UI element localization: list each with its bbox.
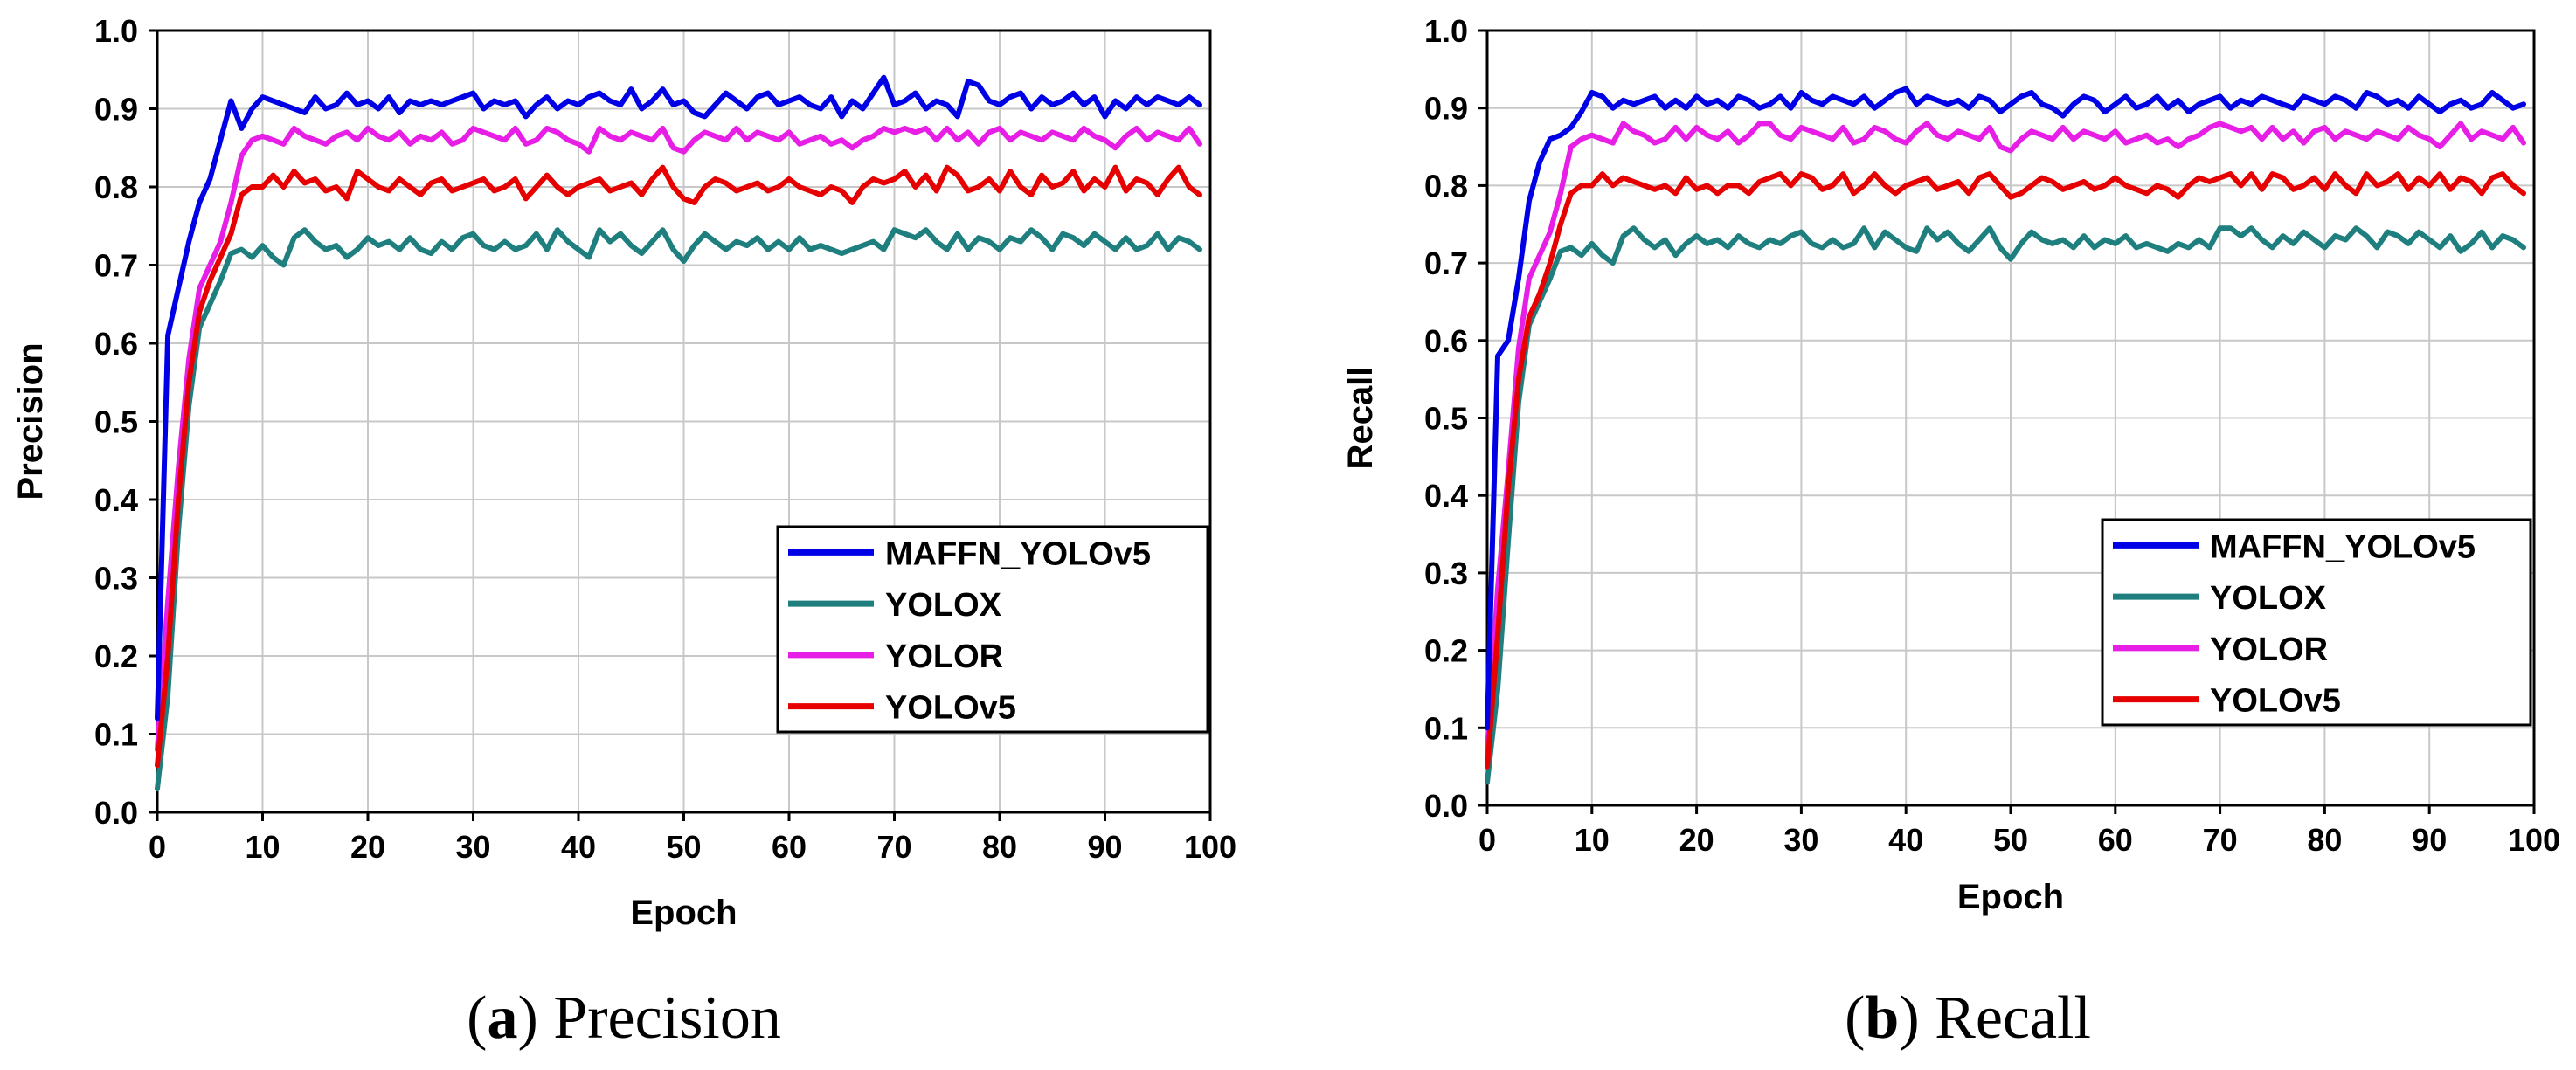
x-tick-label-50: 50 <box>666 829 701 865</box>
caption-precision: (a) Precision <box>467 984 781 1052</box>
legend-box-precision <box>776 525 1209 734</box>
y-tick-label-0-5: 0.5 <box>94 404 138 440</box>
panel-recall: 0.0 0.1 0.2 0.3 0.4 0.5 0.6 0.7 0.8 0.9 1.0 0 10 20 3… <box>1341 13 2560 1052</box>
x-tick-label-80: 80 <box>982 829 1017 865</box>
y-tick-label-0-3: 0.3 <box>94 561 138 597</box>
x-tick-label-60: 60 <box>772 829 807 865</box>
series-line-yolox-precision <box>155 227 1202 792</box>
caption-open-paren-a: ( <box>467 984 487 1052</box>
x-ticks-recall: 0 10 20 30 40 50 60 70 80 90 100 <box>1478 805 2560 858</box>
caption-close-paren-b: ) <box>1899 984 1919 1052</box>
series-line-yolov5-recall <box>1485 171 2526 770</box>
x-tick-label-90: 90 <box>2412 822 2447 858</box>
legend-label-yolor-recall: YOLOR <box>2210 632 2328 668</box>
x-tick-label-30: 30 <box>1783 822 1818 858</box>
x-axis-label-precision: Epoch <box>630 894 737 932</box>
caption-letter-a: a <box>487 984 517 1052</box>
y-tick-label-0: 0.0 <box>1424 788 1468 824</box>
caption-letter-b: b <box>1865 984 1899 1052</box>
y-axis-label-recall: Recall <box>1341 367 1380 470</box>
x-tick-label-90: 90 <box>1087 829 1122 865</box>
y-tick-label-0-1: 0.1 <box>1424 710 1468 746</box>
x-tick-label-100: 100 <box>2508 822 2560 858</box>
legend-label-yolox-recall: YOLOX <box>2210 580 2327 617</box>
x-tick-label-20: 20 <box>1679 822 1714 858</box>
x-tick-label-70: 70 <box>2203 822 2238 858</box>
legend-precision: MAFFN_YOLOv5 YOLOX YOLOR YOLOv5 <box>776 525 1209 734</box>
legend-label-yolor-precision: YOLOR <box>885 639 1003 675</box>
x-tick-label-70: 70 <box>876 829 911 865</box>
x-tick-label-0: 0 <box>149 829 166 865</box>
y-axis-label-precision: Precision <box>11 342 50 500</box>
series-line-yolor-precision <box>155 125 1202 753</box>
legend-label-yolox-precision: YOLOX <box>885 587 1002 624</box>
y-tick-label-0-9: 0.9 <box>94 92 138 128</box>
y-tick-label-0-7: 0.7 <box>94 248 138 284</box>
series-line-maffn-yolov5-precision <box>155 74 1202 721</box>
legend-label-maffn-precision: MAFFN_YOLOv5 <box>885 535 1151 572</box>
y-tick-label-1: 1.0 <box>1424 13 1468 49</box>
caption-recall: (b) Recall <box>1845 984 2091 1052</box>
legend-box-recall <box>2101 518 2532 727</box>
x-tick-label-60: 60 <box>2098 822 2133 858</box>
y-tick-label-0-4: 0.4 <box>1424 478 1468 514</box>
y-ticks-precision: 0.0 0.1 0.2 0.3 0.4 0.5 0.6 0.7 0.8 0.9 1.0 <box>94 13 157 831</box>
y-tick-label-0-2: 0.2 <box>94 639 138 674</box>
y-tick-label-0: 0.0 <box>94 795 138 831</box>
y-tick-label-0-3: 0.3 <box>1424 556 1468 591</box>
y-tick-label-0-6: 0.6 <box>1424 323 1468 359</box>
x-tick-label-30: 30 <box>455 829 490 865</box>
x-tick-label-10: 10 <box>1575 822 1610 858</box>
y-tick-label-0-6: 0.6 <box>94 326 138 362</box>
caption-close-paren-a: ) <box>517 984 537 1052</box>
caption-open-paren-b: ( <box>1845 984 1865 1052</box>
x-tick-label-0: 0 <box>1478 822 1496 858</box>
x-tick-label-100: 100 <box>1184 829 1236 865</box>
y-tick-label-0-7: 0.7 <box>1424 245 1468 281</box>
x-axis-label-recall: Epoch <box>1957 878 2064 916</box>
y-tick-label-0-2: 0.2 <box>1424 633 1468 669</box>
series-line-yolov5-precision <box>155 164 1202 769</box>
y-tick-label-0-4: 0.4 <box>94 482 138 518</box>
series-lines-recall <box>1485 86 2526 785</box>
panel-precision: 0.0 0.1 0.2 0.3 0.4 0.5 0.6 0.7 0.8 0.9 1.0 0 10 20 3… <box>11 13 1236 1052</box>
caption-text-b: Recall <box>1920 984 2091 1052</box>
legend-label-yolov5-precision: YOLOv5 <box>885 690 1016 727</box>
y-tick-label-0-8: 0.8 <box>94 169 138 205</box>
series-line-yolor-recall <box>1485 121 2526 754</box>
y-ticks-recall: 0.0 0.1 0.2 0.3 0.4 0.5 0.6 0.7 0.8 0.9 1.0 <box>1424 13 1487 824</box>
legend-recall: MAFFN_YOLOv5 YOLOX YOLOR YOLOv5 <box>2101 518 2532 727</box>
caption-text-a: Precision <box>538 984 781 1052</box>
y-tick-label-1: 1.0 <box>94 13 138 49</box>
legend-label-yolov5-recall: YOLOv5 <box>2210 683 2341 720</box>
y-tick-label-0-5: 0.5 <box>1424 401 1468 437</box>
x-tick-label-50: 50 <box>1993 822 2028 858</box>
y-tick-label-0-9: 0.9 <box>1424 91 1468 127</box>
series-line-maffn-yolov5-recall <box>1485 86 2526 731</box>
x-ticks-precision: 0 10 20 30 40 50 60 70 80 90 100 <box>149 812 1236 865</box>
x-tick-label-80: 80 <box>2307 822 2342 858</box>
legend-label-maffn-recall: MAFFN_YOLOv5 <box>2210 528 2476 565</box>
series-line-yolox-recall <box>1485 225 2526 785</box>
x-tick-label-10: 10 <box>245 829 280 865</box>
x-tick-label-40: 40 <box>1888 822 1923 858</box>
y-tick-label-0-8: 0.8 <box>1424 168 1468 204</box>
x-tick-label-40: 40 <box>561 829 596 865</box>
series-lines-precision <box>155 74 1202 792</box>
x-tick-label-20: 20 <box>350 829 385 865</box>
y-tick-label-0-1: 0.1 <box>94 717 138 753</box>
